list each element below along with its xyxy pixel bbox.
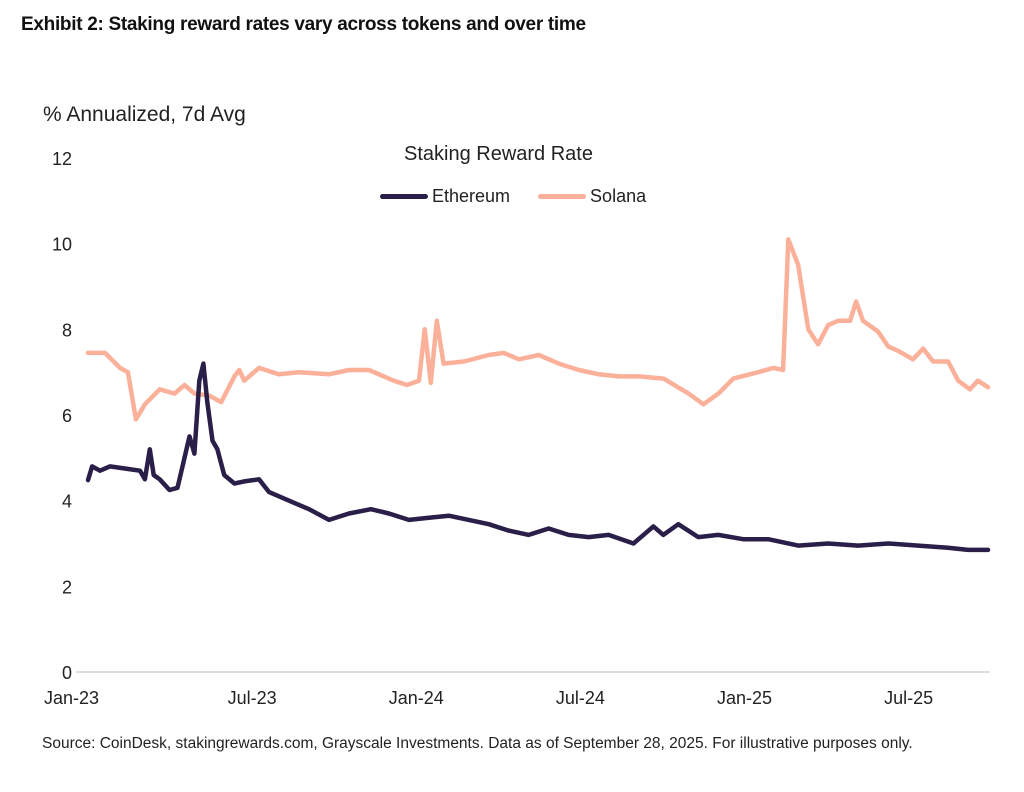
x-axis: Jan-23 Jul-23 Jan-24 Jul-24 Jan-25 Jul-25: [44, 688, 933, 708]
series-line-ethereum: [85, 361, 991, 553]
y-tick-label: 0: [62, 663, 72, 683]
y-tick-label: 2: [62, 577, 72, 597]
legend-label-ethereum: Ethereum: [432, 186, 511, 206]
x-tick-label: Jul-25: [884, 688, 933, 708]
x-tick-label: Jul-23: [228, 688, 277, 708]
exhibit-title: Exhibit 2: Staking reward rates vary acr…: [21, 14, 586, 35]
series-line-solana: [85, 237, 991, 422]
y-tick-label: 12: [52, 149, 72, 169]
y-axis: 0 2 4 6 8 10 12: [52, 149, 72, 683]
y-tick-label: 10: [52, 235, 72, 255]
legend-swatch-solana: [538, 194, 587, 199]
chart-title: Staking Reward Rate: [404, 143, 593, 165]
y-tick-label: 6: [62, 406, 72, 426]
legend: Ethereum Solana: [380, 186, 674, 207]
series-group: [85, 237, 991, 553]
y-axis-unit-label: % Annualized, 7d Avg: [43, 103, 246, 126]
y-tick-label: 8: [62, 320, 72, 340]
legend-item-solana: Solana: [538, 186, 646, 207]
y-tick-label: 4: [62, 492, 72, 512]
source-note: Source: CoinDesk, stakingrewards.com, Gr…: [42, 735, 913, 752]
legend-swatch-ethereum: [380, 194, 428, 199]
legend-item-ethereum: Ethereum: [380, 186, 510, 207]
x-tick-label: Jan-23: [44, 688, 99, 708]
x-tick-label: Jan-24: [389, 688, 444, 708]
x-tick-label: Jan-25: [717, 688, 772, 708]
x-tick-label: Jul-24: [556, 688, 605, 708]
legend-label-solana: Solana: [590, 186, 647, 206]
